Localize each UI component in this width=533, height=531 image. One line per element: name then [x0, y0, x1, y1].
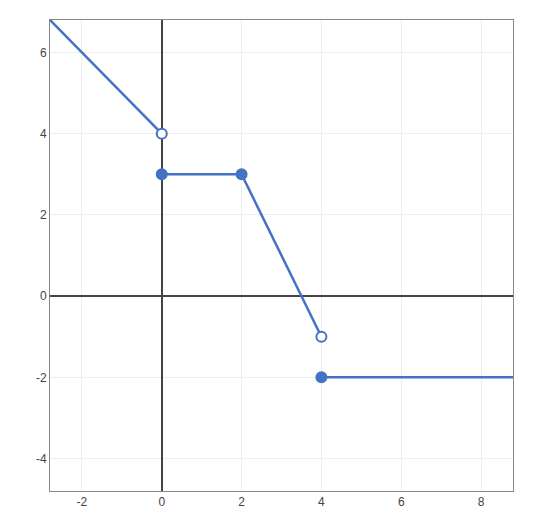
svg-text:4: 4 [40, 127, 47, 141]
svg-text:2: 2 [238, 495, 245, 509]
svg-text:-4: -4 [36, 452, 47, 466]
svg-text:0: 0 [40, 289, 47, 303]
svg-text:-2: -2 [36, 371, 47, 385]
svg-text:0: 0 [158, 495, 165, 509]
svg-text:6: 6 [398, 495, 405, 509]
svg-text:-2: -2 [77, 495, 88, 509]
svg-text:2: 2 [40, 208, 47, 222]
svg-text:4: 4 [318, 495, 325, 509]
svg-text:6: 6 [40, 46, 47, 60]
svg-text:8: 8 [478, 495, 485, 509]
